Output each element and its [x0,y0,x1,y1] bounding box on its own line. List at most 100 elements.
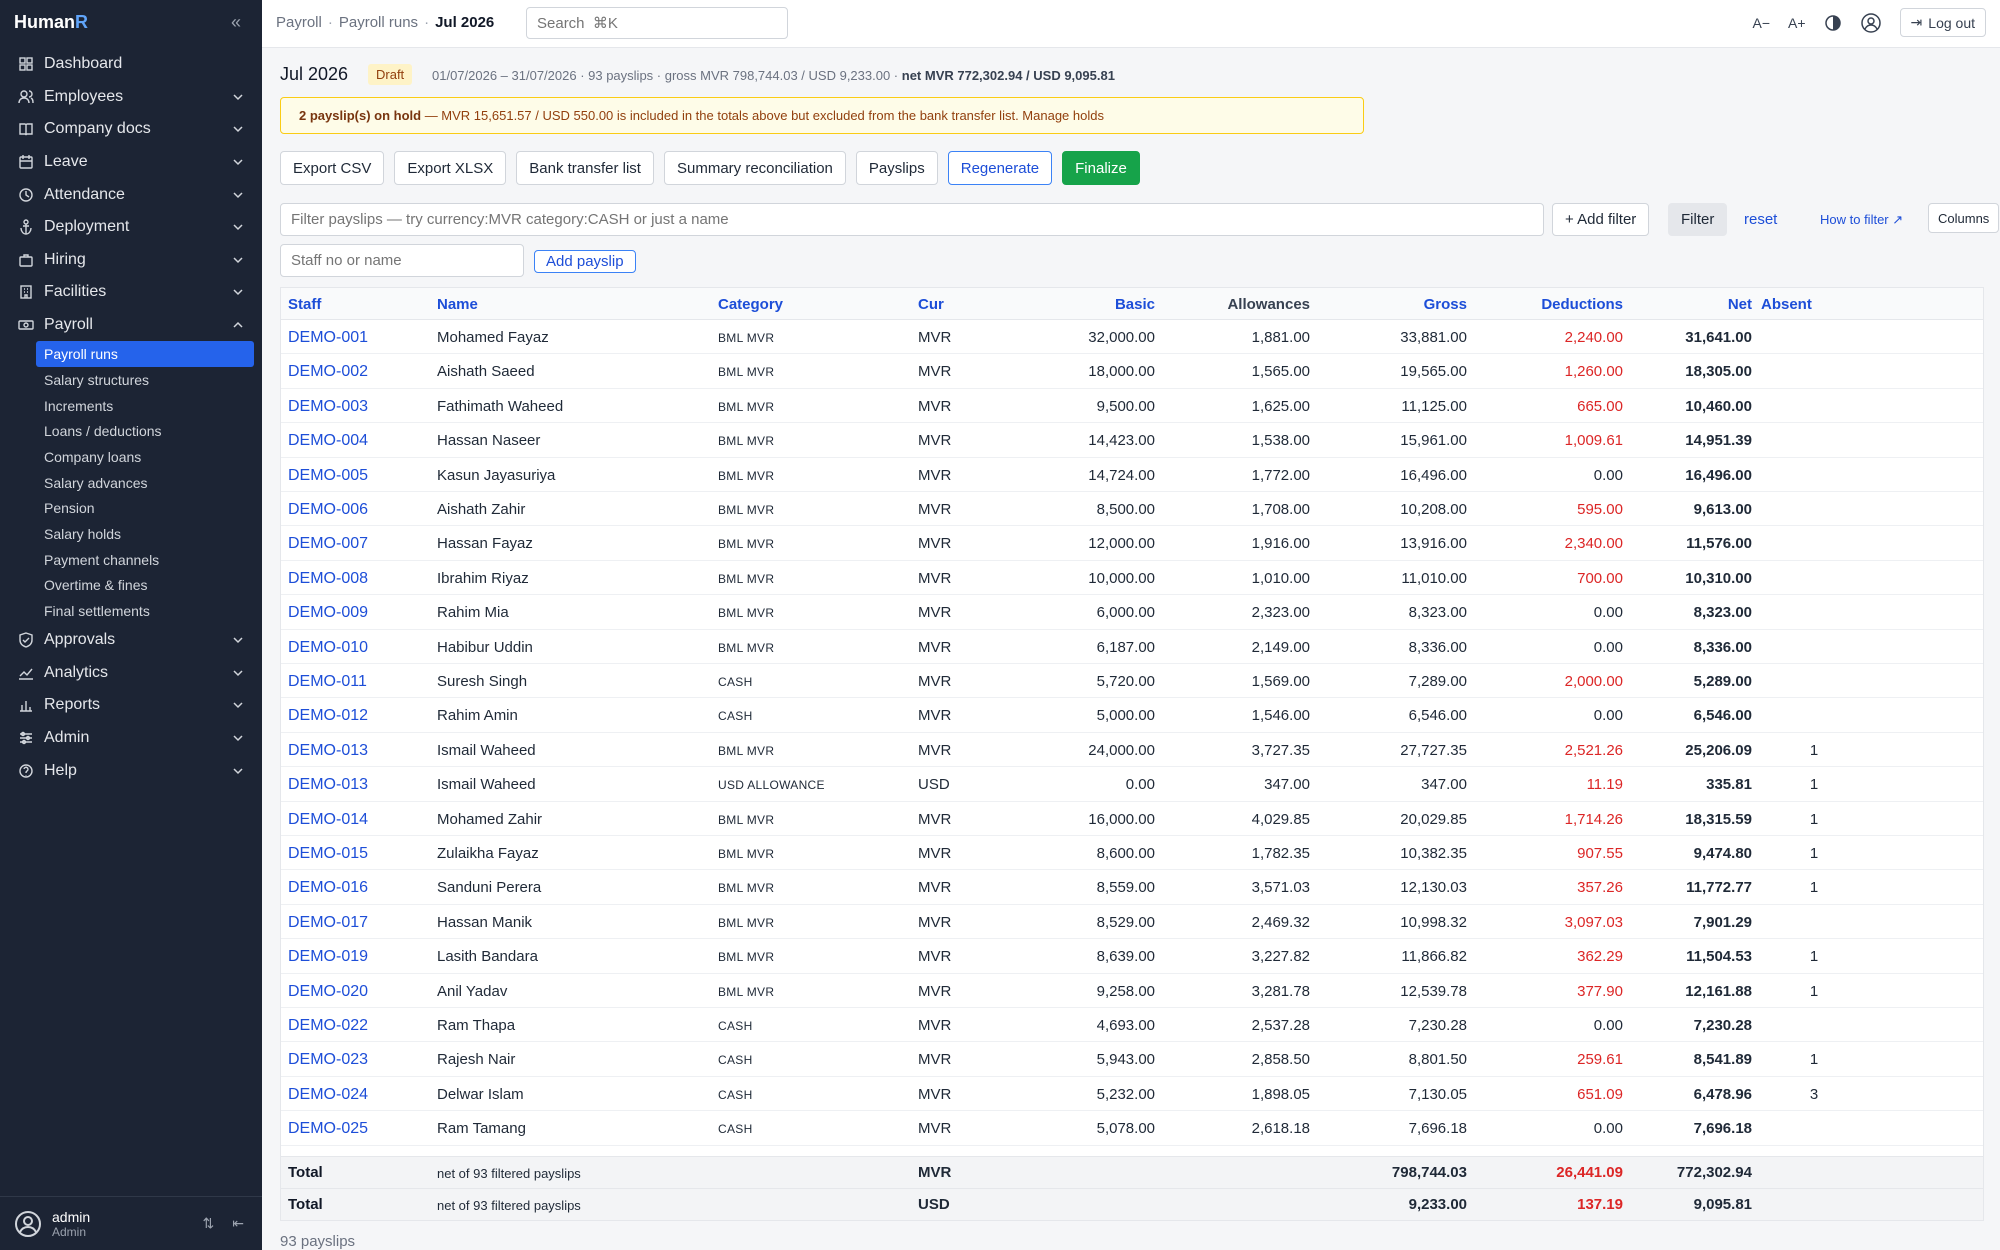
chevron-down-icon[interactable] [232,254,244,266]
summary-reconciliation-button[interactable]: Summary reconciliation [663,151,846,185]
add-payslip-button[interactable]: Add payslip [534,250,636,273]
staff-link[interactable]: DEMO-014 [288,810,369,828]
add-filter-button[interactable]: + Add filter [1552,203,1650,236]
finalize-button[interactable]: Finalize [1062,151,1140,185]
staff-link[interactable]: DEMO-004 [288,432,369,450]
column-header-gross[interactable]: Gross [1423,296,1467,313]
chevron-down-icon[interactable] [232,91,244,103]
column-header-deductions[interactable]: Deductions [1541,296,1623,313]
table-row[interactable]: DEMO-004 Hassan Naseer BML MVR MVR 14,423.00… [281,423,1983,458]
font-smaller-button[interactable]: A− [1752,14,1771,31]
staff-link[interactable]: DEMO-025 [288,1120,369,1138]
chevron-down-icon[interactable] [232,156,244,168]
staff-search-input[interactable] [280,244,524,277]
staff-link[interactable]: DEMO-024 [288,1085,369,1103]
breadcrumb-payroll-runs[interactable]: Payroll runs [338,14,419,31]
sidebar-subitem-payment-channels[interactable]: Payment channels [44,551,160,568]
export-csv-button[interactable]: Export CSV [280,151,385,185]
sidebar-subitem-loans-deductions[interactable]: Loans / deductions [44,423,162,440]
reset-link[interactable]: reset [1744,211,1778,228]
chevron-down-icon[interactable] [232,189,244,201]
table-row[interactable]: DEMO-010 Habibur Uddin BML MVR MVR 6,187.00 2… [281,630,1983,664]
table-row[interactable]: DEMO-017 Hassan Manik BML MVR MVR 8,529.00 2,… [281,905,1983,940]
chevron-down-icon[interactable] [232,221,244,233]
column-header-cur[interactable]: Cur [918,296,944,313]
sidebar-subitem-overtime-fines[interactable]: Overtime & fines [44,577,148,594]
breadcrumb-payroll[interactable]: Payroll [276,14,322,31]
sidebar-subitem-pension[interactable]: Pension [44,500,95,517]
staff-link[interactable]: DEMO-020 [288,982,369,1000]
chevron-up-icon[interactable] [232,319,244,331]
table-row[interactable]: DEMO-013 Ismail Waheed BML MVR MVR 24,000.00… [281,733,1983,768]
sidebar-item-company-docs[interactable]: Company docs [0,113,262,146]
bank-transfer-list-button[interactable]: Bank transfer list [516,151,654,185]
collapse-sidebar-icon[interactable]: « [230,12,241,32]
columns-button[interactable]: Columns [1928,203,2000,233]
column-header-basic[interactable]: Basic [1114,296,1155,313]
table-row[interactable]: DEMO-014 Mohamed Zahir BML MVR MVR 16,000.00… [281,802,1983,836]
table-row[interactable]: DEMO-019 Lasith Bandara BML MVR MVR 8,639.00… [281,939,1983,974]
table-row[interactable]: DEMO-015 Zulaikha Fayaz BML MVR MVR 8,600.00… [281,836,1983,871]
chevron-down-icon[interactable] [232,667,244,679]
staff-link[interactable]: DEMO-005 [288,466,369,484]
staff-link[interactable]: DEMO-007 [288,535,369,553]
sidebar-subitem-salary-structures[interactable]: Salary structures [44,371,150,388]
sidebar-item-analytics[interactable]: Analytics [0,657,262,690]
staff-link[interactable]: DEMO-015 [288,845,369,862]
sidebar-item-hiring[interactable]: Hiring [0,244,262,277]
avatar-icon[interactable] [14,1210,42,1238]
staff-link[interactable]: DEMO-017 [288,913,369,931]
sidebar-item-leave[interactable]: Leave [0,146,262,179]
column-header-net[interactable]: Net [1727,296,1752,313]
export-xlsx-button[interactable]: Export XLSX [394,151,507,185]
table-row[interactable]: DEMO-009 Rahim Mia BML MVR MVR 6,000.00 2,323… [281,595,1983,630]
sidebar-subitem-final-settlements[interactable]: Final settlements [44,603,150,620]
chevron-down-icon[interactable] [232,286,244,298]
sidebar-item-dashboard[interactable]: Dashboard [0,48,262,81]
filter-button[interactable]: Filter [1668,203,1728,236]
staff-link[interactable]: DEMO-003 [288,397,369,415]
table-row[interactable]: DEMO-012 Rahim Amin CASH MVR 5,000.00 1,546.0… [281,698,1983,733]
staff-link[interactable]: DEMO-013 [288,741,369,759]
logout-button[interactable]: ⇥ Log out [1899,8,1986,37]
sidebar-item-employees[interactable]: Employees [0,81,262,114]
staff-link[interactable]: DEMO-013 [288,776,369,794]
sidebar-item-facilities[interactable]: Facilities [0,276,262,309]
column-header-category[interactable]: Category [718,296,784,313]
search-input[interactable] [526,7,788,39]
staff-link[interactable]: DEMO-023 [288,1051,369,1069]
sidebar-item-admin[interactable]: Admin [0,722,262,755]
font-larger-button[interactable]: A+ [1788,14,1806,31]
sidebar-subitem-salary-holds[interactable]: Salary holds [44,526,122,542]
staff-link[interactable]: DEMO-002 [288,363,369,381]
table-row[interactable]: DEMO-001 Mohamed Fayaz BML MVR MVR 32,000.00… [281,320,1983,355]
staff-link[interactable]: DEMO-012 [288,707,369,725]
how-to-filter-link[interactable]: How to filter ↗ [1820,212,1904,227]
column-header-absent[interactable]: Absent [1761,296,1812,313]
staff-link[interactable]: DEMO-008 [288,569,369,587]
sidebar-item-payroll[interactable]: Payroll [0,309,262,342]
column-header-name[interactable]: Name [437,296,478,313]
chevron-down-icon[interactable] [232,699,244,711]
brand-logo[interactable]: HumanR [14,12,89,32]
hold-banner-text[interactable]: — MVR 15,651.57 / USD 550.00 is included… [421,108,1104,123]
filter-input[interactable] [280,203,1544,236]
table-row[interactable]: DEMO-024 Delwar Islam CASH MVR 5,232.00 1,898… [281,1077,1983,1112]
sidebar-subitem-increments[interactable]: Increments [44,397,114,414]
table-row[interactable]: DEMO-020 Anil Yadav BML MVR MVR 9,258.00 3,28… [281,974,1983,1008]
table-row[interactable]: DEMO-003 Fathimath Waheed BML MVR MVR 9,500.… [281,389,1983,424]
table-row[interactable]: DEMO-013 Ismail Waheed USD ALLOWANCE USD 0.0… [281,767,1983,802]
sidebar-subitem-company-loans[interactable]: Company loans [44,448,142,465]
regenerate-button[interactable]: Regenerate [947,151,1053,185]
sidebar-subitem-payroll-runs[interactable]: Payroll runs [36,341,254,368]
payslips-button[interactable]: Payslips [855,151,938,185]
staff-link[interactable]: DEMO-016 [288,879,369,897]
table-row[interactable]: DEMO-007 Hassan Fayaz BML MVR MVR 12,000.00 1… [281,526,1983,561]
staff-link[interactable]: DEMO-022 [288,1017,369,1034]
staff-link[interactable]: DEMO-001 [288,329,369,346]
staff-link[interactable]: DEMO-011 [288,673,367,690]
sign-out-icon[interactable]: ⇤ [232,1215,244,1231]
theme-toggle-icon[interactable] [1824,14,1842,32]
staff-link[interactable]: DEMO-009 [288,604,369,622]
column-header-staff[interactable]: Staff [288,296,322,313]
